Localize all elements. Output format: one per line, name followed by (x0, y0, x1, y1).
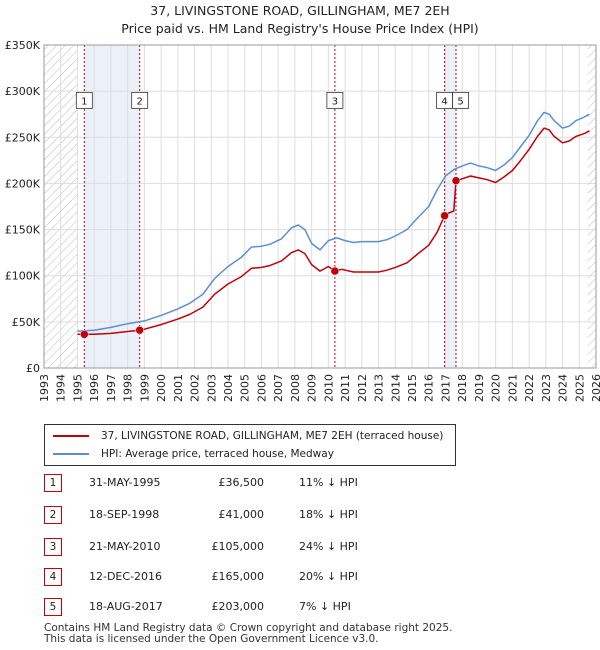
sale-point (80, 330, 89, 339)
y-tick-label: £200K (5, 177, 41, 190)
x-tick-label: 2004 (222, 374, 235, 402)
shaded-region (84, 45, 140, 368)
x-tick-label: 2005 (239, 374, 252, 402)
sale-number-badge: 3 (44, 538, 62, 556)
y-tick-label: £0 (26, 362, 40, 375)
x-tick-label: 2002 (189, 374, 202, 402)
sale-point (440, 211, 449, 220)
series-line-property (77, 127, 590, 336)
sale-hpi-diff: 7% ↓ HPI (299, 600, 351, 613)
x-tick-label: 1998 (122, 374, 135, 402)
x-tick-label: 1997 (105, 374, 118, 402)
sale-price: £36,500 (218, 476, 265, 489)
hatched-region (587, 45, 596, 368)
sale-date: 12-DEC-2016 (89, 570, 163, 583)
legend-item-hpi: HPI: Average price, terraced house, Medw… (53, 446, 334, 462)
sale-date: 18-SEP-1998 (89, 508, 160, 521)
legend-label-hpi: HPI: Average price, terraced house, Medw… (101, 448, 334, 460)
y-tick-label: £100K (5, 270, 41, 283)
x-tick-label: 2008 (289, 374, 302, 402)
x-tick-label: 2015 (406, 374, 419, 402)
footer-licence: This data is licensed under the Open Gov… (44, 633, 379, 645)
y-tick-label: £150K (5, 224, 41, 237)
x-tick-label: 2019 (473, 374, 486, 402)
shaded-region (444, 45, 456, 368)
x-tick-label: 2006 (255, 374, 268, 402)
sale-hpi-diff: 24% ↓ HPI (299, 540, 358, 553)
x-tick-label: 2012 (356, 374, 369, 402)
table-row: 3 21-MAY-2010 £105,000 24% ↓ HPI (44, 538, 444, 556)
sale-number-badge: 4 (44, 568, 62, 586)
x-tick-label: 2000 (155, 374, 168, 402)
plot-frame (43, 44, 597, 369)
table-row: 1 31-MAY-1995 £36,500 11% ↓ HPI (44, 474, 444, 492)
sale-label-box (75, 91, 93, 109)
sale-price: £41,000 (218, 508, 265, 521)
x-tick-label: 2023 (540, 374, 553, 402)
x-tick-label: 2026 (590, 374, 600, 402)
x-tick-label: 2009 (306, 374, 319, 402)
x-tick-label: 2018 (456, 374, 469, 402)
y-tick-label: £350K (5, 39, 41, 52)
y-tick-label: £250K (5, 131, 41, 144)
sale-hpi-diff: 11% ↓ HPI (299, 476, 358, 489)
sale-hpi-diff: 20% ↓ HPI (299, 570, 358, 583)
x-tick-label: 1996 (88, 374, 101, 402)
sale-date: 21-MAY-2010 (89, 540, 161, 553)
sale-point (451, 176, 461, 185)
x-tick-label: 2010 (322, 374, 335, 402)
sale-hpi-diff: 18% ↓ HPI (299, 508, 358, 521)
x-tick-label: 1999 (138, 374, 151, 402)
x-tick-label: 2024 (557, 374, 570, 402)
sale-price: £203,000 (211, 600, 265, 613)
sale-date: 31-MAY-1995 (89, 476, 161, 489)
sale-price: £165,000 (211, 570, 265, 583)
sale-label-text: 5 (457, 96, 463, 107)
x-tick-label: 2014 (389, 374, 402, 402)
sale-label-box (326, 91, 344, 109)
x-tick-label: 2013 (373, 374, 386, 402)
sale-price: £105,000 (211, 540, 265, 553)
legend-item-property: 37, LIVINGSTONE ROAD, GILLINGHAM, ME7 2E… (53, 428, 443, 444)
x-tick-label: 2020 (490, 374, 503, 402)
x-tick-label: 1993 (38, 374, 51, 402)
sale-label-text: 4 (441, 96, 447, 107)
x-tick-label: 2017 (439, 374, 452, 402)
x-tick-label: 2022 (523, 374, 536, 402)
y-tick-label: £50K (12, 316, 41, 329)
sale-label-box (452, 91, 470, 109)
x-tick-label: 2007 (272, 374, 285, 402)
table-row: 4 12-DEC-2016 £165,000 20% ↓ HPI (44, 568, 444, 586)
sale-label-box (131, 91, 149, 109)
sale-label-text: 1 (81, 96, 87, 107)
sale-number-badge: 1 (44, 474, 62, 492)
sale-point (330, 266, 340, 276)
table-row: 5 18-AUG-2017 £203,000 7% ↓ HPI (44, 598, 444, 616)
legend-line-property (53, 435, 89, 437)
x-tick-label: 2011 (339, 374, 352, 402)
x-tick-label: 2003 (205, 374, 218, 402)
legend-label-property: 37, LIVINGSTONE ROAD, GILLINGHAM, ME7 2E… (101, 430, 444, 442)
sale-number-badge: 5 (44, 598, 62, 616)
chart-title: 37, LIVINGSTONE ROAD, GILLINGHAM, ME7 2E… (150, 3, 450, 18)
x-tick-label: 2025 (573, 374, 586, 402)
sale-point (135, 325, 144, 335)
sale-label-text: 3 (332, 96, 338, 107)
chart-legend: 37, LIVINGSTONE ROAD, GILLINGHAM, ME7 2E… (44, 424, 456, 466)
x-tick-label: 2016 (423, 374, 436, 402)
footer-copyright: Contains HM Land Registry data © Crown c… (44, 622, 453, 634)
sale-date: 18-AUG-2017 (89, 600, 163, 613)
chart-subtitle: Price paid vs. HM Land Registry's House … (121, 21, 479, 36)
x-tick-label: 2001 (172, 374, 185, 402)
x-tick-label: 1994 (55, 374, 68, 402)
y-tick-label: £300K (5, 85, 41, 98)
x-tick-label: 1995 (71, 374, 84, 402)
series-line-hpi (77, 111, 590, 332)
legend-line-hpi (53, 453, 89, 455)
x-tick-label: 2021 (506, 374, 519, 402)
sale-label-text: 2 (136, 96, 142, 107)
table-row: 2 18-SEP-1998 £41,000 18% ↓ HPI (44, 506, 444, 524)
sale-number-badge: 2 (44, 506, 62, 524)
